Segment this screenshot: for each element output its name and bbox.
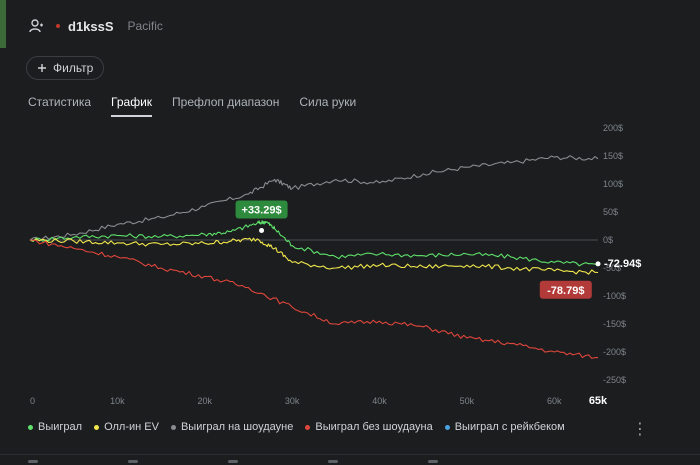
legend-label: Выиграл с рейкбеком [454, 421, 565, 433]
legend-swatch [444, 424, 450, 430]
plus-icon [38, 64, 46, 72]
x-tick-label: 65k [589, 395, 608, 407]
series-line [29, 220, 599, 267]
y-tick-label: 150$ [603, 151, 623, 161]
x-tick-label: 40k [372, 396, 387, 406]
tabs-bar: Статистика График Префлоп диапазон Сила … [28, 95, 356, 117]
legend-item-allin-ev[interactable]: Олл-ин EV [94, 421, 159, 433]
legend-label: Выиграл на шоудауне [180, 421, 294, 433]
end-value-label: -72.94$ [604, 258, 641, 270]
results-chart: 200$ 150$ 100$ 50$ 0$ -50$ -100$ -150$ -200$ -250… [0, 118, 700, 408]
legend-label: Выиграл без шоудауна [315, 421, 433, 433]
legend-item-won[interactable]: Выиграл [28, 421, 82, 433]
tab-hand-strength[interactable]: Сила руки [299, 95, 357, 109]
x-tick-label: 30k [285, 396, 300, 406]
filter-button-label: Фильтр [53, 61, 94, 75]
legend-swatch [305, 424, 311, 430]
player-header: d1kssS Pacific [28, 18, 163, 34]
y-tick-label: 100$ [603, 179, 623, 189]
toolbar-stub [128, 460, 138, 463]
legend-swatch [170, 424, 176, 430]
legend-swatch [28, 424, 33, 430]
legend-swatch [94, 424, 100, 430]
chart-legend: Выиграл Олл-ин EV Выиграл на шоудауне Вы… [28, 421, 565, 433]
y-tick-label: -100$ [603, 291, 626, 301]
tab-graph[interactable]: График [111, 95, 153, 117]
legend-label: Выиграл [38, 421, 83, 433]
divider [0, 454, 700, 455]
annotation-label: +33.29$ [242, 204, 282, 216]
legend-item-won-no-showdown[interactable]: Выиграл без шоудауна [305, 421, 433, 433]
results-chart-svg: 200$ 150$ 100$ 50$ 0$ -50$ -100$ -150$ -200$ -250… [29, 123, 641, 407]
legend-label: Олл-ин EV [104, 421, 159, 433]
x-tick-label: 60k [547, 396, 562, 406]
left-accent-bar [0, 0, 6, 48]
annotation-label: -78.79$ [547, 285, 584, 297]
legend-item-won-showdown[interactable]: Выиграл на шоудауне [170, 421, 294, 433]
filter-button[interactable]: Фильтр [26, 56, 105, 80]
series-line [29, 155, 599, 242]
player-region: Pacific [127, 19, 163, 33]
tab-statistics[interactable]: Статистика [28, 95, 92, 109]
tab-preflop-range[interactable]: Префлоп диапазон [172, 95, 280, 109]
y-tick-label: 50$ [603, 207, 618, 217]
y-tick-label: 0$ [603, 235, 613, 245]
more-options-icon[interactable]: ⋮ [632, 421, 648, 438]
player-name[interactable]: d1kssS [68, 18, 114, 34]
y-tick-label: -200$ [603, 347, 626, 357]
series-end-point [595, 261, 601, 267]
toolbar-stub [428, 460, 438, 463]
toolbar-stub [328, 460, 338, 463]
x-tick-label: 10k [110, 396, 125, 406]
annotation-badge [235, 200, 288, 219]
annotation-badge [539, 280, 592, 299]
toolbar-stub [28, 460, 38, 463]
series-line [29, 237, 599, 275]
toolbar-stub [228, 460, 238, 463]
x-tick-label: 50k [460, 396, 475, 406]
peak-point [259, 227, 265, 233]
y-tick-label: -150$ [603, 319, 626, 329]
x-tick-label: 20k [198, 396, 213, 406]
bottom-toolbar-placeholder [28, 460, 438, 463]
y-tick-label: 200$ [603, 123, 623, 133]
user-icon [29, 19, 43, 33]
series-line [29, 239, 598, 359]
legend-item-won-rakeback[interactable]: Выиграл с рейкбеком [444, 421, 565, 433]
x-tick-label: 0 [30, 396, 35, 406]
y-tick-label: -250$ [603, 375, 626, 385]
status-dot [56, 24, 60, 28]
y-tick-label: -50$ [603, 263, 621, 273]
